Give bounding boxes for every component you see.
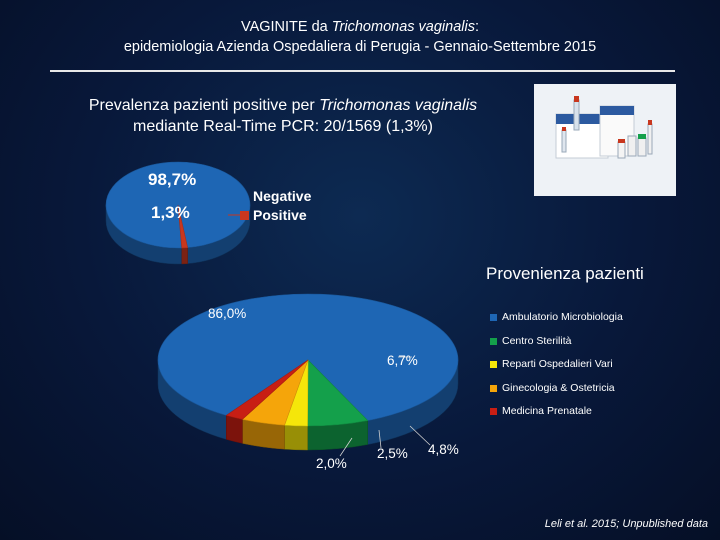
data-label-ginecologia: 4,8% <box>428 442 459 457</box>
legend-item-ginecologia: Ginecologia & Ostetricia <box>490 377 623 401</box>
provenienza-slice-ambulatorio <box>157 293 459 421</box>
data-label-ambulatorio: 86,0% <box>208 306 247 321</box>
legend-item-prenatale: Medicina Prenatale <box>490 400 623 424</box>
slide-subtitle: epidemiologia Azienda Ospedaliera di Per… <box>123 39 597 55</box>
legend-provenienza: Ambulatorio Microbiologia Centro Sterili… <box>490 306 623 424</box>
prevalence-line-2: mediante Real-Time PCR: 20/1569 (1,3%) <box>133 118 433 135</box>
data-label-reparti: 2,5% <box>377 446 408 461</box>
data-label-negative: 98,7% <box>148 170 197 189</box>
pcr-kit-image <box>534 84 676 196</box>
prevalence-slice-negative <box>105 161 251 249</box>
legend-item-positive: Positive <box>240 206 311 225</box>
leader-line-ginecologia <box>409 425 431 446</box>
legend-item-ambulatorio: Ambulatorio Microbiologia <box>490 306 623 330</box>
title-divider <box>50 70 675 72</box>
legend-prevalence: Negative Positive <box>240 187 311 225</box>
chart-title-provenienza: Provenienza pazienti <box>486 264 644 283</box>
leader-line-prenatale <box>339 437 353 457</box>
legend-item-centro: Centro Sterilità <box>490 330 623 354</box>
provenienza-side-prenatale <box>226 415 243 444</box>
legend-swatch-positive <box>240 211 249 220</box>
legend-item-negative: Negative <box>253 188 312 204</box>
slide-title: VAGINITE da Trichomonas vaginalis: <box>240 19 479 35</box>
data-label-positive: 1,3% <box>151 203 190 222</box>
prevalence-line-1: Prevalenza pazienti positive per Trichom… <box>88 97 478 114</box>
footnote: Leli et al. 2015; Unpublished data <box>544 518 708 530</box>
data-label-centro: 6,7% <box>387 353 418 368</box>
leader-line-reparti <box>378 429 382 449</box>
provenienza-side-reparti <box>284 424 308 451</box>
prevalence-slice-positive <box>177 204 188 249</box>
legend-item-reparti: Reparti Ospedalieri Vari <box>490 353 623 377</box>
data-label-prenatale: 2,0% <box>316 456 347 471</box>
provenienza-slice-prenatale <box>225 359 309 420</box>
